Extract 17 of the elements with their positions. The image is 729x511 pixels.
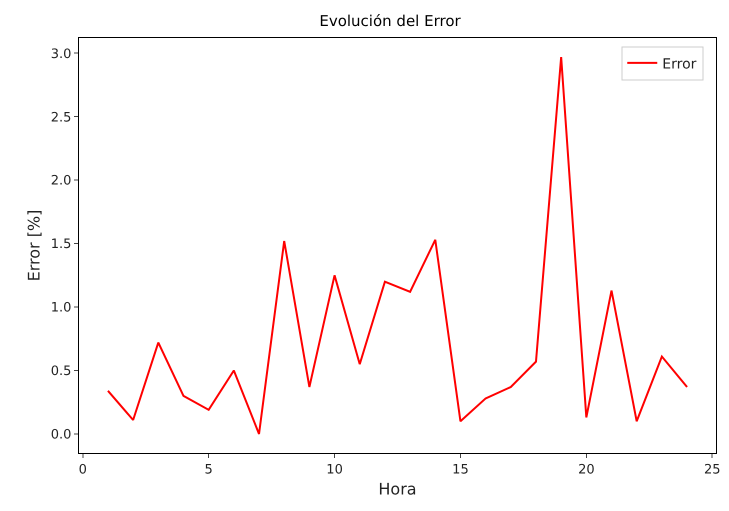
legend-label: Error [662, 56, 697, 72]
x-tick-label: 25 [704, 462, 720, 478]
y-tick-label: 1.5 [50, 237, 72, 252]
y-tick-label: 2.5 [50, 110, 72, 126]
y-tick-label: 2.0 [50, 174, 72, 189]
x-tick-label: 20 [578, 462, 595, 478]
y-tick-label: 1.0 [50, 300, 72, 316]
x-tick-label: 5 [204, 462, 213, 478]
y-tick-label: 0.5 [50, 364, 72, 380]
x-tick-label: 10 [326, 462, 343, 478]
y-axis-title: Error [%] [24, 210, 44, 282]
chart-title: Evolución del Error [319, 12, 462, 30]
x-tick-label: 15 [452, 462, 469, 478]
x-axis-title: Hora [378, 479, 417, 498]
y-tick-label: 3.0 [50, 46, 72, 62]
y-tick-label: 0.0 [50, 428, 72, 443]
x-tick-label: 0 [78, 462, 87, 478]
